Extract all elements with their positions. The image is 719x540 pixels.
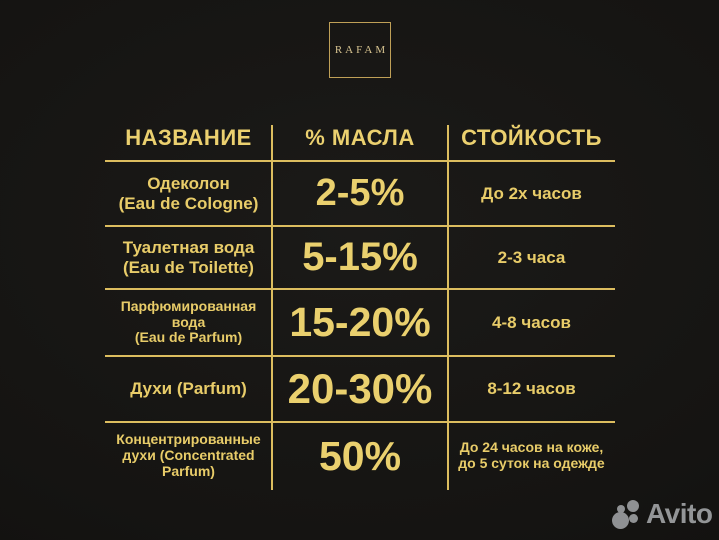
row-divider <box>105 225 615 227</box>
longevity-cell-edp: 4-8 часов <box>448 289 615 356</box>
col-header-name: НАЗВАНИЕ <box>125 125 252 151</box>
row-divider <box>105 288 615 290</box>
longevity-line: До 2х часов <box>481 183 582 203</box>
oil-cell-edp: 15-20% <box>289 299 431 346</box>
avito-dot-large-icon <box>612 512 629 529</box>
avito-dot-small-icon <box>617 505 625 513</box>
name-line: Одеколон <box>147 174 230 194</box>
oil-cell-cologne: 2-5% <box>315 171 405 214</box>
row-divider <box>105 160 615 162</box>
oil-cell-concentrated: 50% <box>318 432 402 479</box>
name-line: Духи (Parfum) <box>130 379 247 399</box>
name-line: (Eau de Cologne) <box>118 193 259 213</box>
name-line: (Eau de Toilette) <box>123 257 254 277</box>
avito-wordmark: Avito <box>646 498 713 529</box>
longevity-line: до 5 суток на одежде <box>458 455 605 471</box>
column-divider <box>447 125 449 490</box>
oil-cell-edt: 5-15% <box>302 234 418 279</box>
oil-cell-parfum: 20-30% <box>287 365 433 413</box>
name-cell-edt: Туалетная вода (Eau de Toilette) <box>105 226 272 289</box>
avito-watermark: Avito <box>612 497 713 531</box>
row-divider <box>105 421 615 423</box>
avito-logo-icon <box>612 498 642 530</box>
longevity-line: 4-8 часов <box>492 312 571 332</box>
name-cell-parfum: Духи (Parfum) <box>105 356 272 422</box>
name-cell-edp: Парфюмированная вода (Eau de Parfum) <box>105 289 272 356</box>
brand-logo-text: RAFAM <box>334 44 389 56</box>
perfume-concentration-table: НАЗВАНИЕ % МАСЛА СТОЙКОСТЬ Одеколон (Eau… <box>105 115 615 490</box>
longevity-line: До 24 часов на коже, <box>459 439 604 456</box>
longevity-line: 8-12 часов <box>487 379 576 399</box>
longevity-line: 2-3 часа <box>497 247 566 267</box>
longevity-cell-cologne: До 2х часов <box>448 161 615 226</box>
longevity-cell-concentrated: До 24 часов на коже, до 5 суток на одежд… <box>448 422 615 490</box>
name-line: Parfum) <box>162 462 215 479</box>
name-line: Парфюмированная вода <box>120 297 257 330</box>
column-divider <box>271 125 273 490</box>
col-header-longevity: СТОЙКОСТЬ <box>461 125 602 151</box>
name-line: Концентрированные <box>116 431 261 448</box>
avito-dot-medium-icon <box>627 500 639 512</box>
name-cell-cologne: Одеколон (Eau de Cologne) <box>105 161 272 226</box>
name-cell-concentrated: Концентрированные духи (Concentrated Par… <box>105 422 272 490</box>
avito-dot-small2-icon <box>629 514 638 523</box>
col-header-oil-percent: % МАСЛА <box>305 125 415 151</box>
brand-logo-frame: RAFAM <box>329 22 391 78</box>
longevity-cell-parfum: 8-12 часов <box>448 356 615 422</box>
name-line: (Eau de Parfum) <box>134 329 243 346</box>
longevity-cell-edt: 2-3 часа <box>448 226 615 289</box>
row-divider <box>105 355 615 357</box>
name-line: духи (Concentrated <box>122 447 255 464</box>
name-line: Туалетная вода <box>122 238 255 258</box>
